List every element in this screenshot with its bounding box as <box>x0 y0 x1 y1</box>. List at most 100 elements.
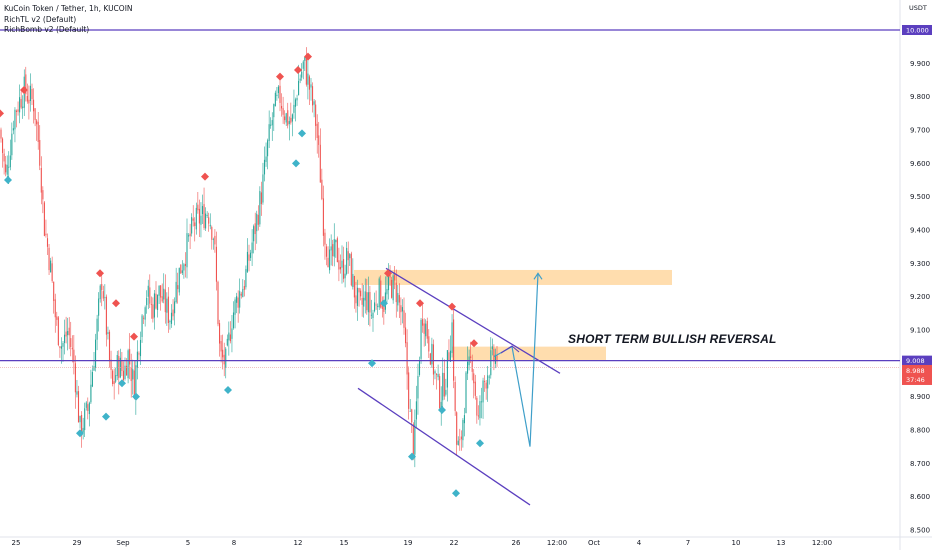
candle-body <box>460 436 462 440</box>
sell-signal-diamond <box>0 109 4 118</box>
price-tick-label: 9.900 <box>910 60 930 68</box>
candle-body <box>48 247 50 271</box>
candle-body <box>42 190 44 200</box>
candle-body <box>308 76 310 90</box>
candle-body <box>167 296 169 323</box>
candle-body <box>273 104 275 118</box>
candle-body <box>203 204 205 229</box>
candle-body <box>417 375 419 399</box>
candle-body <box>352 273 354 288</box>
candle-body <box>174 301 176 314</box>
price-tick-label: 9.800 <box>910 93 930 101</box>
indicator-richbomb[interactable]: RichBomb v2 (Default) <box>4 25 90 34</box>
buy-signal-diamond <box>118 379 126 388</box>
candle-body <box>319 144 321 183</box>
candle-body <box>372 312 374 319</box>
candle-body <box>347 251 349 261</box>
candle-body <box>425 323 427 337</box>
candle-body <box>305 58 307 85</box>
candle-body <box>414 419 416 455</box>
candle-body <box>212 238 214 240</box>
candle-body <box>77 391 80 423</box>
candle-body <box>160 285 162 298</box>
candle-body <box>457 440 459 446</box>
candle-body <box>329 249 331 271</box>
candle-body <box>56 316 58 320</box>
candle-body <box>476 397 478 416</box>
candle-body <box>231 328 233 339</box>
buy-signal-diamond <box>76 429 84 438</box>
candle-body <box>87 404 89 411</box>
candle-body <box>437 374 439 378</box>
candle-body <box>121 360 123 371</box>
candle-body <box>439 376 441 409</box>
symbol-title[interactable]: KuCoin Token / Tether, 1h, KUCOIN <box>4 4 133 13</box>
candle-body <box>226 338 228 346</box>
candle-body <box>205 213 207 229</box>
candle-body <box>105 296 107 335</box>
candle-body <box>274 92 276 107</box>
candle-body <box>355 295 357 304</box>
sell-signal-diamond <box>201 172 209 181</box>
candle-body <box>122 370 124 381</box>
candle-body <box>57 317 59 346</box>
candle-body <box>454 381 456 411</box>
candle-body <box>14 109 16 130</box>
candle-body <box>484 381 486 383</box>
zone-rect <box>354 269 672 285</box>
candle-body <box>394 274 396 281</box>
candle-body <box>267 140 269 157</box>
candle-body <box>169 321 171 323</box>
candle-body <box>181 270 183 274</box>
candle-body <box>338 260 340 270</box>
candle-body <box>277 86 279 94</box>
candle-body <box>271 120 273 126</box>
candle-body <box>383 306 385 312</box>
candle-body <box>299 78 301 81</box>
candle-body <box>491 346 493 350</box>
trendline <box>357 387 531 506</box>
time-tick-label: Sep <box>116 539 130 547</box>
candle-body <box>243 286 245 290</box>
candle-body <box>135 365 137 400</box>
candle-body <box>130 367 132 382</box>
level-price-label: 9.008 <box>906 357 925 365</box>
buy-signal-diamond <box>132 392 140 401</box>
chart-annotation: SHORT TERM BULLISH REVERSAL <box>568 332 777 346</box>
candle-body <box>163 288 165 300</box>
candle-body <box>60 346 62 349</box>
candle-body <box>296 97 298 101</box>
candle-body <box>408 372 410 409</box>
candle-body <box>189 233 191 237</box>
candle-body <box>494 354 496 364</box>
indicator-richtl[interactable]: RichTL v2 (Default) <box>4 14 77 24</box>
candle-body <box>298 80 300 96</box>
candle-body <box>343 259 345 279</box>
breakout-arrowhead <box>500 345 520 354</box>
candle-body <box>184 263 186 266</box>
buy-signal-diamond <box>408 452 416 461</box>
trendlines <box>0 29 900 506</box>
candle-body <box>5 164 7 173</box>
candle-body <box>46 238 49 247</box>
candle-body <box>380 280 382 308</box>
candle-body <box>31 88 33 100</box>
candle-body <box>350 253 352 286</box>
candle-body <box>0 129 2 139</box>
candle-body <box>429 353 431 365</box>
candle-body <box>392 275 394 301</box>
candle-body <box>294 99 297 107</box>
candle-body <box>239 291 241 308</box>
candle-body <box>443 372 445 397</box>
price-tick-label: 8.800 <box>910 426 930 434</box>
candle-body <box>67 331 69 336</box>
candle-body <box>139 339 142 357</box>
candle-body <box>152 304 154 319</box>
candle-body <box>474 381 476 396</box>
candle-body <box>95 339 97 368</box>
candle-body <box>321 179 323 199</box>
price-tick-label: 9.600 <box>910 160 930 168</box>
price-tick-label: 8.500 <box>910 526 930 534</box>
candle-body <box>318 135 320 145</box>
